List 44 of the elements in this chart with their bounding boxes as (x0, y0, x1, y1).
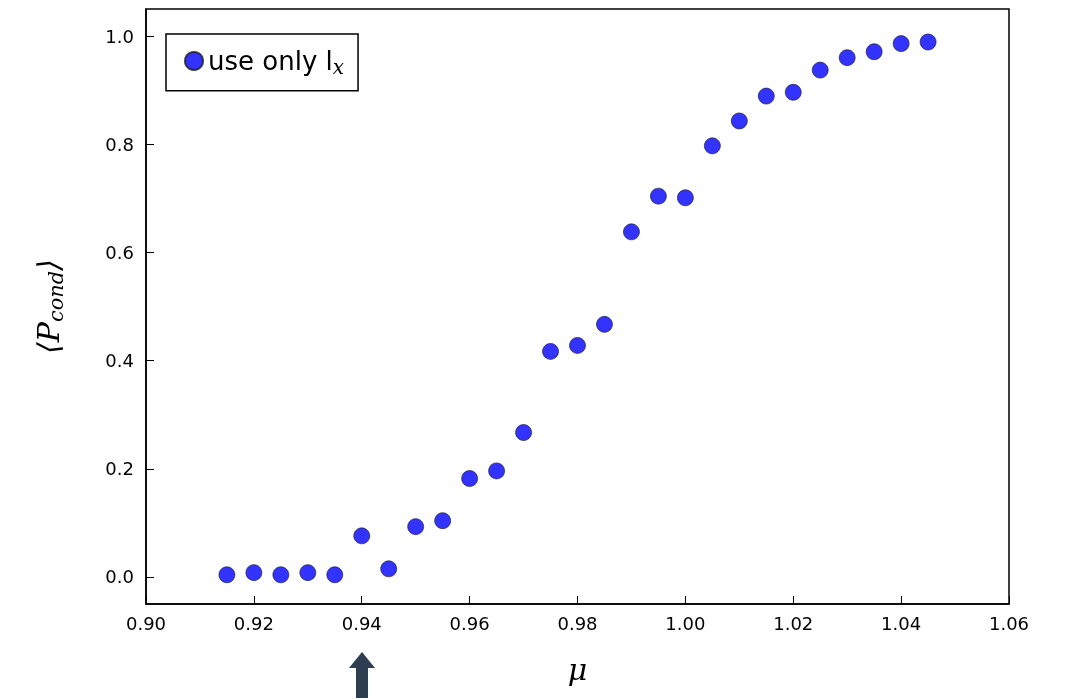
point (353, 527, 371, 545)
x-tick-label: 1.04 (881, 612, 922, 634)
point (757, 87, 775, 105)
point (515, 424, 532, 441)
x-tick-label: 1.02 (773, 612, 814, 634)
x-tick-label: 1.06 (988, 612, 1030, 634)
point (703, 137, 721, 155)
y-tick-label: 0.4 (105, 350, 134, 372)
point (407, 518, 425, 536)
point (542, 343, 559, 360)
point (865, 43, 883, 61)
x-tick-label: 0.92 (233, 612, 274, 634)
point (623, 223, 640, 241)
point (434, 512, 452, 530)
point (299, 564, 317, 582)
point (811, 61, 829, 79)
point (272, 566, 290, 584)
x-tick-label: 1.00 (665, 612, 706, 634)
point (919, 33, 937, 51)
point (326, 566, 344, 584)
point (784, 83, 802, 101)
x-tick-label: 0.98 (557, 612, 598, 634)
point (488, 462, 505, 480)
point (650, 187, 667, 205)
point (892, 35, 910, 53)
x-axis-title: μ (567, 651, 588, 687)
y-tick-label: 1.0 (105, 25, 134, 47)
point (380, 560, 398, 578)
y-tick-label: 0.6 (105, 241, 134, 263)
point (461, 470, 479, 487)
y-axis-title: ⟨Pcond⟩ (31, 259, 68, 354)
y-tick-label: 0.0 (105, 566, 134, 588)
x-tick-label: 0.96 (449, 612, 490, 634)
point (218, 566, 236, 584)
y-tick-label: 0.2 (105, 458, 134, 480)
point (838, 49, 856, 67)
y-tick-label: 0.8 (105, 133, 134, 155)
point (730, 112, 748, 130)
point (596, 315, 613, 333)
point (569, 337, 586, 354)
point (676, 189, 694, 207)
x-tick-label: 0.94 (341, 612, 382, 634)
point (245, 564, 263, 582)
x-tick-label: 0.90 (125, 612, 167, 634)
